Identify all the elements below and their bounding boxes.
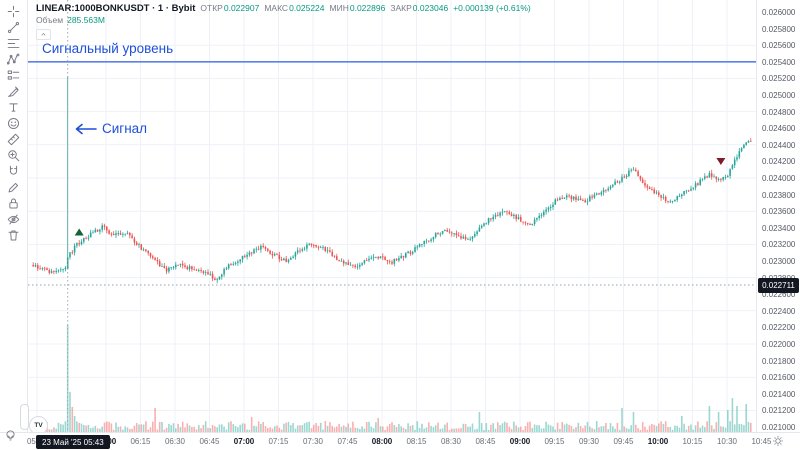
long-position-icon[interactable]	[3, 69, 25, 82]
xabcd-pattern-icon[interactable]	[3, 53, 25, 66]
price-axis-label: 0.023200	[762, 240, 796, 250]
measure-icon[interactable]	[3, 133, 25, 146]
volume-value: 285.563М	[67, 15, 105, 25]
price-axis-label: 0.025000	[762, 91, 796, 100]
signal-level-label[interactable]: Сигнальный уровень	[42, 41, 174, 56]
time-axis-label: 06:45	[199, 437, 220, 446]
symbol-title[interactable]: LINEAR:1000BONKUSDT · 1 · Bybit	[36, 3, 196, 14]
zoom-in-icon[interactable]	[3, 149, 25, 162]
price-axis-label: 0.022200	[762, 323, 796, 333]
price-axis-label: 0.025800	[762, 24, 796, 34]
price-axis-label: 0.023800	[762, 190, 796, 200]
time-axis-label: 07:45	[337, 437, 358, 446]
chart-canvas[interactable]	[0, 0, 756, 432]
legend-row-ohlc: LINEAR:1000BONKUSDT · 1 · Bybit ОТКР 0.02…	[36, 3, 531, 14]
left-arrow-icon	[75, 123, 97, 134]
drawing-toolbar	[0, 0, 28, 450]
brush-icon[interactable]	[3, 85, 25, 98]
time-axis-label: 10:45	[751, 437, 772, 446]
magnet-icon[interactable]	[3, 165, 25, 178]
time-axis-label: 09:00	[509, 437, 531, 446]
ohlc-open: ОТКР 0.022907	[200, 3, 260, 13]
lock-icon[interactable]	[3, 197, 25, 210]
time-axis-label: 07:30	[302, 437, 324, 446]
price-axis-label: 0.024200	[762, 157, 796, 167]
legend-collapse-button[interactable]	[36, 29, 51, 40]
signal-annotation[interactable]: Сигнал	[73, 121, 147, 136]
price-axis-label: 0.021600	[762, 373, 796, 383]
time-axis-label: 08:45	[475, 437, 496, 446]
trend-line-icon[interactable]	[3, 21, 25, 34]
time-axis-label: 09:15	[544, 437, 565, 446]
time-axis-label: 09:30	[578, 437, 600, 446]
time-axis-label: 07:00	[233, 437, 255, 446]
volume-label: Объем	[36, 15, 64, 25]
time-axis-settings-gear-icon[interactable]	[772, 435, 784, 449]
price-axis-label: 0.026000	[762, 8, 796, 17]
ohlc-close: ЗАКР 0.023046	[390, 3, 449, 13]
time-axis[interactable]: 23 Май '25 05:43 05:3006:0006:1506:3006:…	[0, 432, 800, 450]
price-axis-label: 0.023600	[762, 207, 796, 217]
time-axis-label: 10:00	[647, 437, 669, 446]
price-axis-label: 0.021000	[762, 423, 796, 432]
crosshair-icon[interactable]	[3, 5, 25, 18]
signal-annotation-text: Сигнал	[102, 121, 148, 136]
price-axis-label: 0.024400	[762, 140, 796, 150]
time-axis-label: 09:45	[613, 437, 634, 446]
price-axis-label: 0.021200	[762, 406, 796, 416]
crosshair-price-label: 0.022711	[758, 278, 799, 293]
time-axis-label: 10:15	[682, 437, 703, 446]
price-axis-label: 0.025400	[762, 57, 796, 67]
time-axis-label: 10:30	[716, 437, 738, 446]
price-axis-label: 0.023400	[762, 223, 796, 233]
price-axis-label: 0.025600	[762, 41, 796, 51]
price-axis-label: 0.021400	[762, 389, 796, 399]
time-axis-label: 08:00	[371, 437, 393, 446]
time-axis-label: 08:30	[440, 437, 462, 446]
price-axis-label: 0.024000	[762, 174, 796, 183]
price-axis-label: 0.022400	[762, 306, 796, 316]
fib-retracement-icon[interactable]	[3, 37, 25, 50]
price-axis-label: 0.022600	[762, 290, 796, 300]
symbol-legend: LINEAR:1000BONKUSDT · 1 · Bybit ОТКР 0.02…	[36, 3, 531, 40]
emoji-icon[interactable]	[3, 117, 25, 130]
price-change: +0.000139 (+0.61%)	[453, 3, 531, 13]
time-axis-label: 07:15	[268, 437, 289, 446]
price-axis-label: 0.024600	[762, 124, 796, 134]
time-axis-label: 06:30	[164, 437, 186, 446]
price-axis[interactable]: 0.022711 0.026000 0.025800 0.025600 0.02540…	[756, 0, 800, 432]
crosshair-time-label: 23 Май '25 05:43	[36, 435, 110, 449]
hide-drawings-icon[interactable]	[3, 213, 25, 226]
price-axis-label: 0.021800	[762, 356, 796, 366]
ohlc-high: МАКС 0.025224	[264, 3, 325, 13]
trash-icon[interactable]	[3, 229, 25, 242]
chevron-up-icon	[41, 32, 46, 36]
price-axis-label: 0.024800	[762, 107, 796, 117]
price-axis-label: 0.025200	[762, 74, 796, 84]
time-axis-label: 06:15	[130, 437, 151, 446]
price-axis-label: 0.023000	[762, 257, 796, 266]
hint-lightbulb-icon[interactable]	[4, 429, 17, 449]
time-axis-label: 08:15	[406, 437, 427, 446]
edit-pencil-icon[interactable]	[3, 181, 25, 194]
pane-separator-handle[interactable]	[20, 404, 29, 430]
text-icon[interactable]	[3, 101, 25, 114]
ohlc-low: МИН 0.022896	[329, 3, 386, 13]
price-axis-label: 0.022000	[762, 340, 796, 349]
legend-row-volume: Объем 285.563М	[36, 15, 531, 26]
